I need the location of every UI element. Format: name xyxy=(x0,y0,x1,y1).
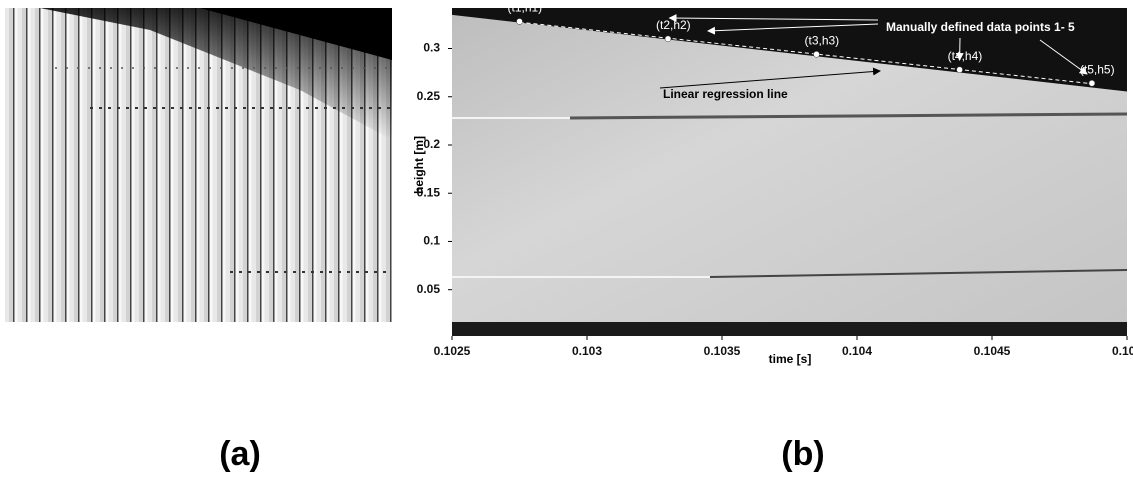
data-point xyxy=(814,51,820,57)
point-label: (t3,h3) xyxy=(805,33,840,47)
y-tick-label: 0.3 xyxy=(423,41,440,55)
data-point xyxy=(1089,80,1095,86)
point-label: (t2,h2) xyxy=(656,18,691,32)
point-label: (t5,h5) xyxy=(1080,62,1115,76)
data-point xyxy=(517,19,523,25)
y-tick-label: 0.2 xyxy=(423,137,440,151)
data-point xyxy=(957,67,963,73)
x-tick-label: 0.104 xyxy=(842,344,872,358)
x-tick-label: 0.1025 xyxy=(434,344,471,358)
y-tick-label: 0.05 xyxy=(417,282,441,296)
point-label: (t4,h4) xyxy=(948,49,983,63)
x-tick-label: 0.105 xyxy=(1112,344,1133,358)
y-tick-label: 0.1 xyxy=(423,234,440,248)
panel-label: (b) xyxy=(781,435,824,473)
y-tick-label: 0.25 xyxy=(417,89,441,103)
x-tick-label: 0.103 xyxy=(572,344,602,358)
y-tick-label: 0.15 xyxy=(417,185,441,199)
x-tick-label: 0.1035 xyxy=(704,344,741,358)
annotation: Linear regression line xyxy=(663,87,788,101)
data-point xyxy=(665,36,671,42)
annotation: Manually defined data points 1- 5 xyxy=(886,20,1075,34)
panel-a-image xyxy=(5,8,392,322)
x-tick-label: 0.1045 xyxy=(974,344,1011,358)
panel-label: (a) xyxy=(219,435,261,473)
point-label: (t1,h1) xyxy=(508,1,543,15)
x-axis-title: time [s] xyxy=(769,352,812,366)
